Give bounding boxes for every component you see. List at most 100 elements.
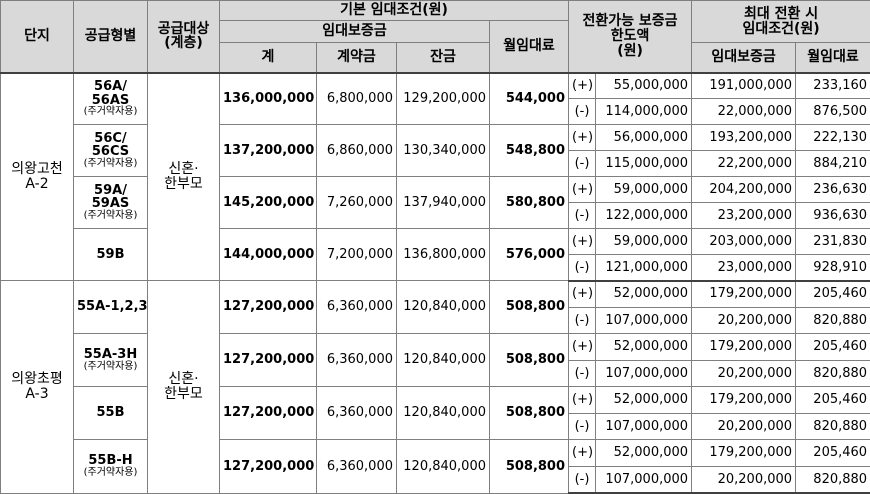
conversion-limit: 52,000,000 — [595, 439, 693, 467]
max-monthly-rent: 820,880 — [795, 306, 870, 335]
header-contract-payment: 계약금 — [316, 42, 397, 74]
deposit-total: 136,000,000 — [219, 71, 317, 126]
header-max-monthly-rent: 월임대료 — [795, 42, 870, 74]
deposit-total: 127,200,000 — [219, 333, 317, 388]
supply-type: 55B-H (주거약자용) — [73, 439, 148, 494]
conversion-limit: 107,000,000 — [595, 465, 693, 494]
max-deposit: 179,200,000 — [691, 280, 797, 308]
max-monthly-rent: 205,460 — [795, 386, 870, 414]
conversion-sign: (-) — [568, 202, 597, 230]
table-row: (-) 107,000,000 20,200,000 820,880 — [1, 359, 870, 388]
table-row: 55B-H (주거약자용) 127,200,000 6,360,000 120,840,… — [1, 439, 870, 494]
max-monthly-rent: 205,460 — [795, 439, 870, 467]
monthly-rent: 548,800 — [488, 124, 570, 178]
conversion-limit: 107,000,000 — [595, 359, 693, 388]
max-monthly-rent: 884,210 — [795, 150, 870, 178]
table-body: 의왕고천 A-2 56A/56AS (주거약자용) 신혼· 한부모 136,000,000 6… — [0, 71, 870, 494]
monthly-rent: 508,800 — [488, 439, 570, 494]
supply-type: 55A-3H (주거약자용) — [73, 333, 148, 388]
contract-payment: 6,360,000 — [316, 439, 397, 494]
accessible-housing-note: (주거약자용) — [83, 157, 138, 169]
accessible-housing-note: (주거약자용) — [83, 209, 138, 221]
conversion-limit: 52,000,000 — [595, 333, 693, 361]
supply-type: 59A/59AS (주거약자용) — [73, 176, 148, 230]
conversion-sign: (-) — [568, 359, 597, 388]
contract-payment: 7,200,000 — [316, 228, 397, 282]
contract-payment: 6,860,000 — [316, 124, 397, 178]
contract-payment: 7,260,000 — [316, 176, 397, 230]
monthly-rent: 580,800 — [488, 176, 570, 230]
table-row: (-) 114,000,000 22,000,000 876,500 — [1, 98, 870, 126]
header-deposit: 임대보증금 — [219, 20, 490, 43]
max-deposit: 22,200,000 — [691, 150, 797, 178]
conversion-sign: (-) — [568, 412, 597, 441]
conversion-limit: 59,000,000 — [595, 228, 693, 256]
complex-name: 의왕초평 A-3 — [0, 280, 74, 494]
accessible-housing-note: (주거약자용) — [83, 106, 138, 118]
header-target: 공급대상 (계층) — [147, 0, 220, 74]
conversion-sign: (+) — [568, 333, 597, 361]
table-row: 의왕초평 A-3 55A-1,2,3 신혼· 한부모 127,200,000 6,360,0… — [0, 280, 870, 494]
balance-payment: 120,840,000 — [396, 333, 490, 388]
conversion-sign: (+) — [568, 386, 597, 414]
accessible-housing-note: (주거약자용) — [83, 360, 138, 372]
complex-name: 의왕고천 A-2 — [0, 71, 74, 282]
supply-type: 56A/56AS (주거약자용) — [73, 71, 148, 126]
max-monthly-rent: 936,630 — [795, 202, 870, 230]
supply-type: 55A-1,2,3 — [73, 280, 148, 335]
conversion-sign: (+) — [568, 280, 597, 308]
table-row: (-) 115,000,000 22,200,000 884,210 — [1, 150, 870, 178]
conversion-limit: 115,000,000 — [595, 150, 693, 178]
max-deposit: 23,000,000 — [691, 254, 797, 282]
header-max-conversion: 최대 전환 시 임대조건(원) — [691, 0, 870, 43]
max-deposit: 204,200,000 — [691, 176, 797, 204]
table-row: 59B 144,000,000 7,200,000 136,800,000 576,00… — [1, 228, 870, 282]
max-monthly-rent: 236,630 — [795, 176, 870, 204]
max-monthly-rent: 205,460 — [795, 280, 870, 308]
conversion-sign: (-) — [568, 306, 597, 335]
conversion-limit: 107,000,000 — [595, 412, 693, 441]
conversion-sign: (+) — [568, 71, 597, 100]
max-monthly-rent: 820,880 — [795, 359, 870, 388]
table-row: (-) 107,000,000 20,200,000 820,880 — [1, 465, 870, 494]
contract-payment: 6,360,000 — [316, 386, 397, 441]
table-row: 59A/59AS (주거약자용) 145,200,000 7,260,000 137,9… — [1, 176, 870, 230]
header-supply-type: 공급형별 — [73, 0, 148, 74]
contract-payment: 6,800,000 — [316, 71, 397, 126]
max-monthly-rent: 231,830 — [795, 228, 870, 256]
contract-payment: 6,360,000 — [316, 333, 397, 388]
deposit-total: 137,200,000 — [219, 124, 317, 178]
max-monthly-rent: 222,130 — [795, 124, 870, 152]
max-deposit: 20,200,000 — [691, 359, 797, 388]
max-monthly-rent: 205,460 — [795, 333, 870, 361]
conversion-sign: (-) — [568, 98, 597, 126]
monthly-rent: 508,800 — [488, 280, 570, 335]
supply-target: 신혼· 한부모 — [147, 71, 220, 282]
conversion-limit: 114,000,000 — [595, 98, 693, 126]
conversion-limit: 52,000,000 — [595, 280, 693, 308]
monthly-rent: 508,800 — [488, 333, 570, 388]
conversion-sign: (+) — [568, 176, 597, 204]
max-deposit: 191,000,000 — [691, 71, 797, 100]
monthly-rent: 508,800 — [488, 386, 570, 441]
table-row: (-) 121,000,000 23,000,000 928,910 — [1, 254, 870, 282]
deposit-total: 144,000,000 — [219, 228, 317, 282]
conversion-limit: 121,000,000 — [595, 254, 693, 282]
max-deposit: 20,200,000 — [691, 306, 797, 335]
balance-payment: 129,200,000 — [396, 71, 490, 126]
conversion-sign: (+) — [568, 228, 597, 256]
monthly-rent: 576,000 — [488, 228, 570, 282]
max-deposit: 179,200,000 — [691, 439, 797, 467]
conversion-limit: 107,000,000 — [595, 306, 693, 335]
deposit-total: 127,200,000 — [219, 439, 317, 494]
max-monthly-rent: 820,880 — [795, 465, 870, 494]
max-deposit: 179,200,000 — [691, 386, 797, 414]
conversion-limit: 55,000,000 — [595, 71, 693, 100]
header-convertible-limit: 전환가능 보증금 한도액 (원) — [568, 0, 693, 74]
deposit-total: 127,200,000 — [219, 280, 317, 335]
balance-payment: 120,840,000 — [396, 280, 490, 335]
max-deposit: 203,000,000 — [691, 228, 797, 256]
supply-type: 55B — [73, 386, 148, 441]
conversion-limit: 59,000,000 — [595, 176, 693, 204]
conversion-limit: 52,000,000 — [595, 386, 693, 414]
